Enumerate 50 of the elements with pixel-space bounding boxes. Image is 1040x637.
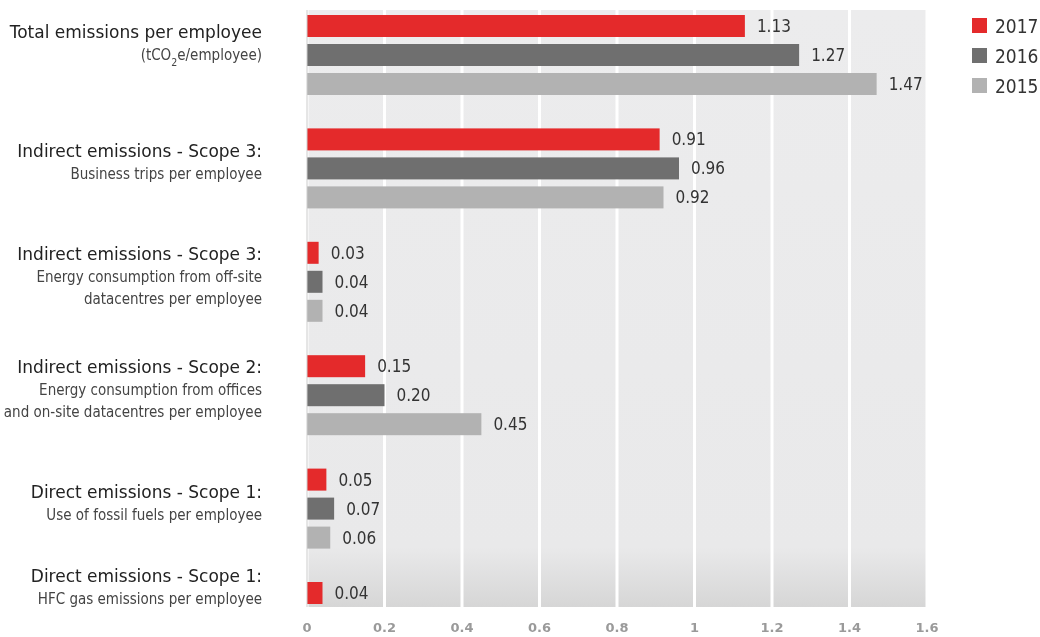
data-label: 0.91 <box>671 129 706 150</box>
bar <box>307 413 482 436</box>
legend-label: 2017 <box>995 14 1039 37</box>
data-label: 0.05 <box>338 469 373 490</box>
bar <box>307 73 877 95</box>
bar <box>307 355 366 378</box>
data-label: 0.04 <box>334 271 369 292</box>
bar <box>307 299 323 322</box>
bar <box>307 44 800 66</box>
bar <box>307 241 319 264</box>
x-tick-label: 0.8 <box>605 620 629 635</box>
y-tick-label: Total emissions per employee (tCO$_{2}$e/employee) <box>8 22 262 68</box>
data-label: 0.06 <box>342 527 377 548</box>
y-tick-label: Direct emissions - Scope 1: Use of fossil fuels per employee <box>30 481 262 524</box>
y-tick-label: Direct emissions - Scope 1: HFC gas emissions per employee <box>30 566 262 608</box>
bar <box>307 157 679 180</box>
bar <box>307 270 323 293</box>
data-label: 0.92 <box>675 187 710 208</box>
bar <box>307 128 660 151</box>
x-tick-label: 0.4 <box>450 620 474 635</box>
x-tick-label: 0 <box>302 620 312 635</box>
x-tick-label: 1.4 <box>837 620 862 635</box>
legend-label: 2016 <box>995 44 1039 67</box>
data-label: 0.15 <box>377 356 412 377</box>
x-tick-label: 1 <box>689 620 700 635</box>
data-label: 1.13 <box>756 15 791 36</box>
bar <box>307 497 335 520</box>
data-label: 0.45 <box>493 414 528 435</box>
x-tick-label: 0.2 <box>372 620 397 635</box>
y-tick-label: Indirect emissions - Scope 2: Energy consumption from offices and on-site datacentres per employee <box>3 357 262 422</box>
data-label: 0.07 <box>346 498 381 519</box>
data-label: 1.27 <box>811 44 846 65</box>
data-label: 0.20 <box>396 385 431 406</box>
x-tick-label: 1.2 <box>760 620 784 635</box>
bar <box>307 526 331 549</box>
y-tick-label: Indirect emissions - Scope 3: Energy consumption from off-site datacentres per employee <box>17 243 262 308</box>
bar <box>307 582 323 604</box>
bar <box>307 384 385 407</box>
x-tick-label: 0.6 <box>527 620 552 635</box>
data-label: 0.03 <box>330 242 365 263</box>
data-label: 0.04 <box>334 300 369 321</box>
bar <box>307 15 745 37</box>
bar <box>307 468 327 491</box>
bar <box>307 186 664 209</box>
data-label: 1.47 <box>888 73 923 94</box>
data-label: 0.04 <box>334 582 369 603</box>
data-label: 0.96 <box>691 158 726 179</box>
y-tick-label: Indirect emissions - Scope 3: Business trips per employee <box>17 141 262 184</box>
legend-label: 2015 <box>995 74 1039 97</box>
x-tick-label: 1.6 <box>915 620 939 635</box>
